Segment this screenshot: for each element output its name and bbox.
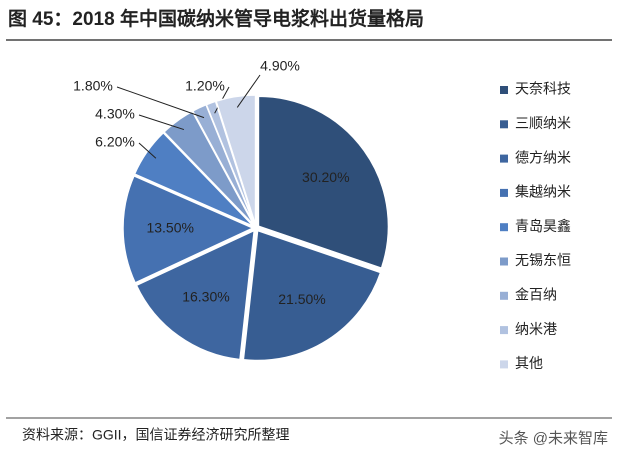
data-label: 21.50% (278, 291, 325, 307)
data-label: 13.50% (146, 220, 193, 236)
legend-swatch (500, 154, 508, 163)
data-label: 30.20% (302, 169, 349, 185)
pie-slice (133, 131, 255, 227)
legend-swatch (500, 360, 508, 369)
data-label: 6.20% (95, 134, 135, 150)
data-label: 1.20% (185, 78, 225, 94)
legend-label: 其他 (515, 355, 543, 371)
leader-line (236, 74, 261, 108)
legend-label: 德方纳米 (515, 149, 571, 165)
legend-swatch (500, 257, 508, 266)
source: 资料来源：GGII，国信证券经济研究所整理 (22, 427, 290, 443)
legend-swatch (500, 326, 508, 335)
data-label: 1.80% (73, 78, 113, 94)
data-label: 16.30% (182, 288, 229, 304)
legend-label: 天奈科技 (515, 81, 571, 97)
pie-slice (122, 174, 255, 284)
leader-line (138, 142, 157, 159)
pie-slice (215, 94, 257, 226)
legend-swatch (500, 86, 508, 94)
legend-swatch (500, 188, 508, 197)
legend-label: 无锡东恒 (515, 252, 571, 268)
chart-title: 图 45：2018 年中国碳纳米管导电浆料出货量格局 (8, 7, 424, 30)
leader-line (116, 86, 205, 119)
legend-label: 青岛昊鑫 (515, 218, 571, 234)
pie-slice (257, 95, 390, 270)
pie-slice (242, 229, 382, 362)
watermark: 头条 @未来智库 (499, 429, 608, 447)
legend-label: 纳米港 (515, 321, 557, 337)
leader-line (138, 114, 185, 131)
legend-swatch (500, 120, 508, 129)
legend-label: 三顺纳米 (515, 115, 571, 131)
data-label: 4.90% (260, 58, 300, 74)
legend-swatch (500, 291, 508, 300)
data-label: 4.30% (95, 106, 135, 122)
legend-swatch (500, 223, 508, 232)
legend-label: 金百纳 (515, 287, 557, 303)
legend-label: 集越纳米 (515, 184, 571, 200)
pie-slice (135, 229, 256, 361)
